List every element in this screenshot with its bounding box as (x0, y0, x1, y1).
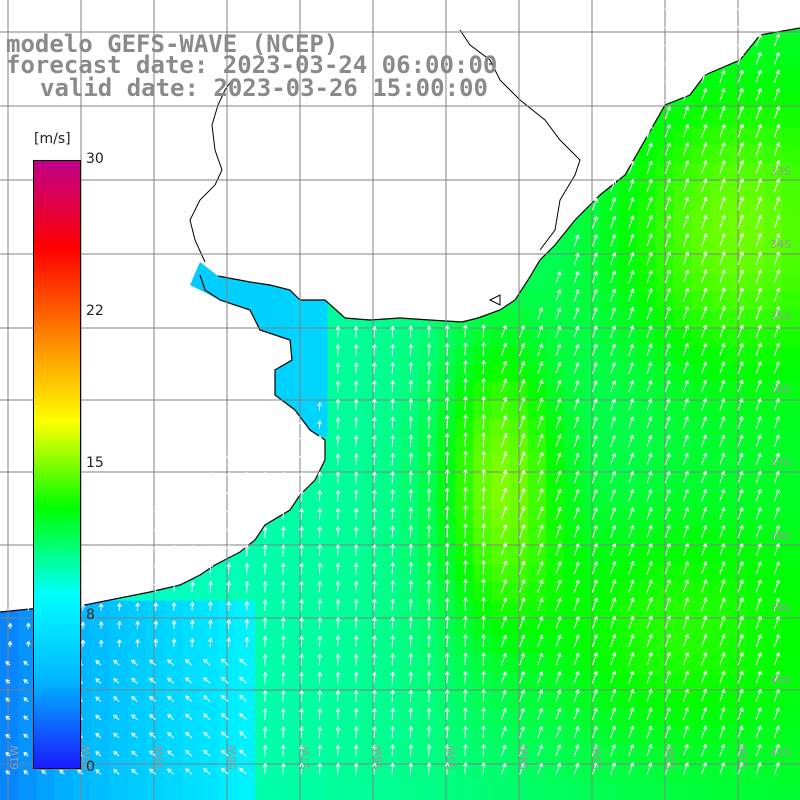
lat-label: 38S (770, 530, 791, 543)
lat-label: 37S (770, 456, 791, 469)
lat-label: 41S (770, 746, 791, 759)
forecast-date: forecast date: 2023-03-24 06:00:00 (6, 51, 498, 79)
lon-label: 61W (8, 745, 21, 770)
lon-label: 51W (737, 745, 750, 770)
lat-label: 40S (770, 674, 791, 687)
land-area (0, 0, 800, 612)
lat-label: 35S (770, 310, 791, 323)
colorbar-tick-22: 22 (86, 303, 104, 319)
lat-label: 33S (770, 165, 791, 178)
lat-label: 36S (770, 383, 791, 396)
coastline (0, 27, 800, 613)
lon-label: 53W (591, 745, 604, 770)
colorbar (33, 160, 81, 769)
colorbar-tick-15: 15 (86, 455, 104, 471)
wind-vectors (5, 0, 781, 775)
lon-label: 59W (153, 745, 166, 770)
lon-label: 54W (518, 745, 531, 770)
lon-label: 52W (664, 745, 677, 770)
lon-label: 58W (226, 745, 239, 770)
lon-label: 55W (445, 745, 458, 770)
valid-date: valid date: 2023-03-26 15:00:00 (40, 74, 488, 102)
latitude-labels: 33S 34S 35S 36S 37S 38S 39S 40S 41S (770, 165, 791, 759)
colorbar-tick-30: 30 (86, 151, 104, 167)
lon-label: 56W (372, 745, 385, 770)
lat-label: 34S (770, 238, 791, 251)
longitude-labels: 61W 60W 59W 58W 57W 56W 55W 54W 53W 52W 51W (8, 745, 750, 770)
lon-label: 57W (299, 745, 312, 770)
colorbar-unit: [m/s] (34, 131, 71, 147)
colorbar-tick-0: 0 (86, 759, 95, 775)
colorbar-tick-8: 8 (86, 607, 95, 623)
lat-label: 39S (770, 602, 791, 615)
model-title: modelo GEFS-WAVE (NCEP) (6, 30, 339, 58)
lon-label: 60W (80, 745, 93, 770)
